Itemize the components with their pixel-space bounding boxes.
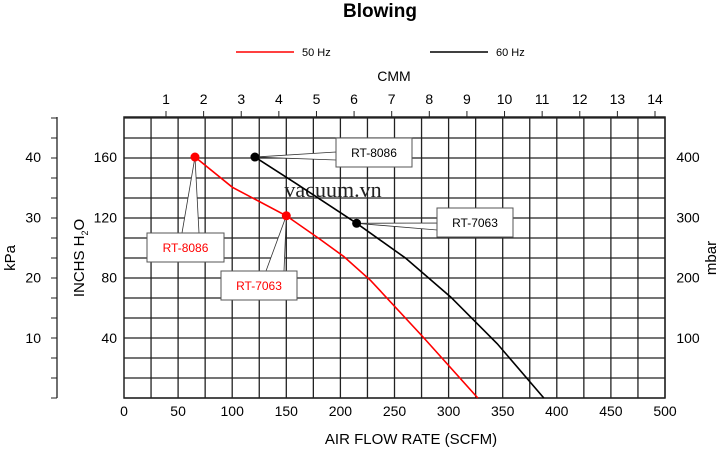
y-tick-label: 40 [101, 330, 117, 346]
y-tick-label: 120 [94, 209, 118, 225]
legend: 50 Hz 60 Hz [236, 47, 525, 59]
x2-tick-label: 4 [275, 91, 283, 107]
y-tick-label: 160 [94, 149, 118, 165]
mbar-axis-label: mbar [703, 241, 720, 275]
series-line-50hz [194, 156, 479, 399]
data-point-marker [281, 211, 291, 221]
plot-border [123, 116, 666, 399]
callout-label: RT-8086 [351, 146, 397, 160]
x2-tick-label: 3 [237, 91, 245, 107]
mbar-tick-label: 200 [676, 270, 700, 286]
kpa-tick-label: 30 [25, 209, 41, 225]
callout-box [146, 232, 225, 263]
x-tick-label: 50 [170, 403, 186, 419]
x-tick-label: 200 [329, 403, 353, 419]
data-point-marker [352, 218, 362, 228]
callout-box [335, 137, 413, 168]
callout-pointer [181, 156, 200, 234]
y-axis-label-main: INCHS H [71, 236, 88, 298]
y-axis-label-tail: O [71, 219, 88, 231]
chart-title: Blowing [343, 1, 417, 22]
y-axis-label-sub: 2 [80, 230, 90, 235]
series-line-60hz [254, 156, 545, 399]
annotations: RT-8086 RT-7063 RT-8086 RT-7063 [146, 137, 514, 301]
x2-tick-label: 5 [313, 91, 321, 107]
x2-tick-label: 1 [162, 91, 170, 107]
kpa-tick-label: 20 [25, 270, 41, 286]
x-tick-label: 350 [491, 403, 515, 419]
x-tick-label: 450 [599, 403, 623, 419]
x2-tick-label: 14 [647, 91, 663, 107]
x2-tick-label: 12 [572, 91, 588, 107]
x2-tick-label: 11 [535, 91, 550, 107]
x-tick-label: 500 [653, 403, 677, 419]
x-tick-label: 250 [383, 403, 407, 419]
x-tick-label: 100 [221, 403, 245, 419]
x2-axis-label: CMM [377, 68, 410, 84]
x2-tick-label: 6 [350, 91, 358, 107]
data-point-marker [250, 152, 260, 162]
callout-label: RT-7063 [236, 279, 282, 293]
x-tick-label: 0 [120, 403, 128, 419]
x2-tick-label: 7 [388, 91, 396, 107]
callout-box [436, 207, 514, 238]
callout-pointer [265, 215, 287, 272]
watermark: vacuum.vn [284, 177, 381, 202]
callout-pointer [356, 222, 438, 231]
mbar-tick-label: 100 [676, 330, 700, 346]
data-point-marker [190, 152, 200, 162]
kpa-axis-label: kPa [2, 244, 19, 271]
x-tick-label: 150 [275, 403, 299, 419]
legend-label: 50 Hz [302, 47, 331, 59]
callout-box [220, 270, 298, 301]
y-axis-label: INCHS H2O [71, 219, 90, 297]
x2-tick-label: 9 [463, 91, 471, 107]
x2-tick-label: 8 [425, 91, 433, 107]
x-tick-label: 300 [437, 403, 461, 419]
x-axis-label: AIR FLOW RATE (SCFM) [325, 431, 497, 448]
x2-tick-label: 13 [610, 91, 626, 107]
callout-label: RT-8086 [163, 241, 209, 255]
mbar-tick-label: 300 [676, 209, 700, 225]
callout-pointer [254, 151, 337, 161]
x2-tick-label: 10 [497, 91, 513, 107]
legend-label: 60 Hz [496, 47, 525, 59]
x2-tick-label: 2 [200, 91, 208, 107]
series-group [194, 156, 545, 399]
mbar-tick-label: 400 [676, 149, 700, 165]
x-tick-label: 400 [545, 403, 569, 419]
y-tick-label: 80 [101, 270, 117, 286]
kpa-tick-label: 40 [25, 149, 41, 165]
kpa-tick-label: 10 [25, 330, 41, 346]
callout-label: RT-7063 [452, 216, 498, 230]
